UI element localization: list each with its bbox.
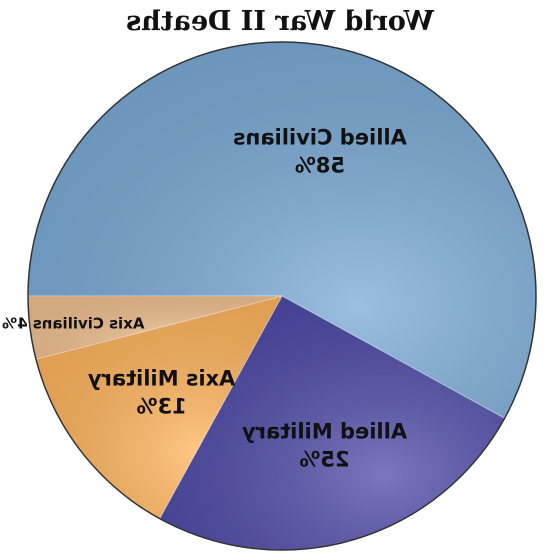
- pie-outline: [27, 41, 537, 551]
- pie-slice-shading-axis-military: [35, 296, 282, 519]
- slice-label-axis-military: Axis Military 13%: [87, 366, 235, 418]
- slice-label-axis-civilians: Axis Civilians 4%: [2, 314, 144, 332]
- pie-slices: [27, 41, 537, 551]
- slice-label-value-axis-military: 13%: [136, 394, 186, 418]
- chart-title: World War II Deaths: [126, 6, 435, 37]
- pie-slice-shading-axis-civilians: [28, 296, 282, 360]
- slice-label-text-axis-civilians: Axis Civilians 4%: [2, 314, 144, 332]
- slice-label-value-allied-military: 25%: [299, 447, 349, 471]
- slice-label-allied-civilians: Allied Civilians 58%: [233, 125, 407, 177]
- slice-label-name-allied-military: Allied Military: [242, 419, 407, 443]
- slice-label-name-allied-civilians: Allied Civilians: [233, 125, 407, 149]
- slice-label-name-axis-military: Axis Military: [87, 366, 235, 390]
- pie-slice-shading-allied-civilians: [28, 41, 536, 419]
- slice-labels: Allied Civilians 58% Allied Military 25% Axi…: [2, 125, 407, 471]
- slice-label-value-allied-civilians: 58%: [295, 153, 345, 177]
- pie-slice-shading-allied-military: [159, 296, 505, 551]
- slice-label-allied-military: Allied Military 25%: [242, 419, 407, 471]
